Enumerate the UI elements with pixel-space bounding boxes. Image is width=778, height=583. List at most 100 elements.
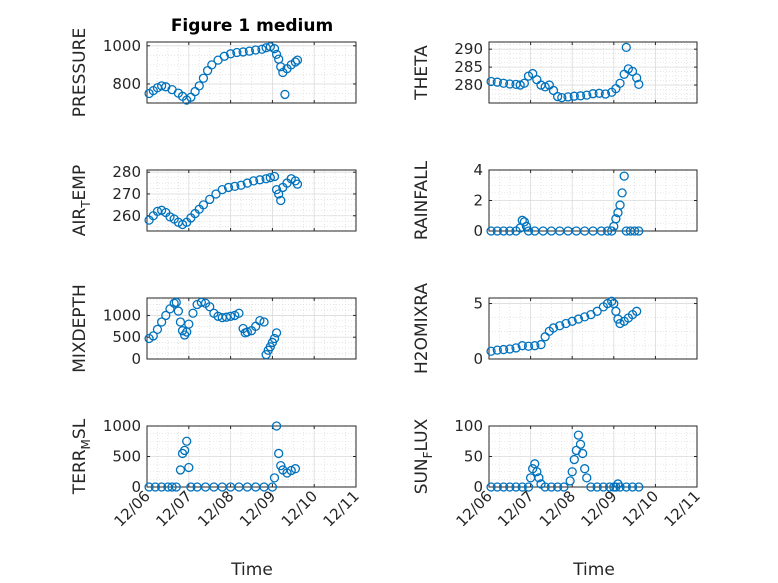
data-point [186, 482, 196, 492]
subplot-h2omixra: 0 5 H2OMIXRA [412, 283, 698, 374]
y-tick-label: 5 [473, 295, 483, 313]
data-point [617, 188, 627, 198]
data-point [498, 78, 509, 88]
data-point [248, 176, 259, 186]
data-point [261, 349, 271, 360]
data-point [217, 184, 227, 195]
data-point [607, 226, 617, 236]
data-point [552, 482, 563, 492]
data-point [205, 302, 215, 312]
data-point [492, 77, 502, 87]
data-point [536, 339, 546, 350]
data-point [632, 73, 642, 83]
data-point [619, 171, 629, 181]
data-point [238, 47, 248, 57]
subplot-air-temp: 260 270 280 AIRTEMP [70, 163, 357, 236]
data-point [175, 317, 186, 327]
x-tick-label: 12/09 [236, 487, 279, 530]
data-point [634, 482, 644, 492]
data-point [580, 464, 590, 474]
y-tick-label: 1000 [103, 417, 141, 435]
data-point [563, 92, 573, 102]
data-point [613, 314, 623, 324]
y-axis-label: RAINFALL [412, 160, 432, 240]
x-tick-label: 12/11 [320, 487, 363, 530]
data-point [555, 321, 565, 331]
data-point [632, 306, 642, 316]
data-point [156, 317, 167, 327]
y-tick-label: 270 [112, 185, 141, 203]
data-point [225, 49, 236, 59]
data-point [486, 482, 496, 492]
data-point [244, 46, 255, 56]
data-point [604, 482, 615, 492]
data-point [144, 482, 154, 492]
data-point [534, 473, 544, 483]
data-point [505, 226, 515, 236]
data-point [251, 45, 261, 55]
data-point [565, 476, 575, 486]
data-point [532, 467, 542, 477]
data-point [271, 421, 282, 431]
data-point [627, 482, 638, 492]
data-point [540, 82, 550, 92]
data-point [255, 316, 265, 326]
data-point [156, 482, 167, 492]
data-point [161, 310, 171, 321]
y-tick-label: 1000 [103, 306, 141, 324]
data-point [196, 297, 206, 308]
subplot-mixdepth: 0 500 1000 MIXDEPTH [70, 284, 357, 373]
data-point [179, 445, 190, 456]
data-point [567, 316, 577, 326]
data-point [242, 327, 252, 337]
y-tick-label: 260 [112, 207, 141, 225]
data-point [567, 467, 577, 477]
data-point [269, 171, 280, 182]
data-point [236, 180, 246, 190]
data-point [577, 448, 588, 459]
data-point [569, 91, 579, 101]
data-point [211, 189, 221, 199]
data-point [519, 217, 530, 227]
data-point [198, 73, 209, 83]
data-point [523, 482, 534, 492]
x-tick-label: 12/11 [661, 487, 704, 530]
data-point [592, 482, 602, 492]
y-tick-label: 0 [473, 478, 483, 496]
data-point [586, 482, 596, 492]
y-tick-label: 500 [112, 328, 141, 346]
data-point [575, 91, 586, 101]
y-tick-label: 280 [112, 163, 141, 181]
axes-box [488, 297, 698, 360]
data-point [561, 318, 571, 329]
data-point [546, 482, 557, 492]
y-tick-label: 285 [454, 58, 483, 76]
data-point [223, 182, 234, 193]
subplot-pressure: 800 1000 PRESSURE [70, 28, 357, 117]
data-point [269, 473, 280, 483]
data-point [559, 482, 569, 492]
data-point [148, 331, 158, 341]
data-point [517, 482, 527, 492]
x-tick-label: 12/08 [194, 487, 237, 530]
data-point [486, 226, 496, 236]
data-point [175, 465, 186, 475]
data-point [232, 47, 242, 58]
data-point [634, 226, 644, 236]
data-point [498, 344, 509, 355]
data-point [634, 79, 644, 89]
data-point [611, 214, 621, 224]
data-point [225, 311, 236, 321]
data-point [255, 175, 265, 185]
data-point [167, 482, 177, 492]
data-point [517, 215, 527, 225]
data-point [523, 341, 534, 351]
x-tick-label: 12/10 [278, 487, 321, 530]
y-tick-label: 1000 [103, 37, 141, 55]
data-point [621, 42, 631, 53]
data-point [267, 482, 278, 492]
data-point [271, 49, 282, 60]
data-point [521, 221, 532, 232]
